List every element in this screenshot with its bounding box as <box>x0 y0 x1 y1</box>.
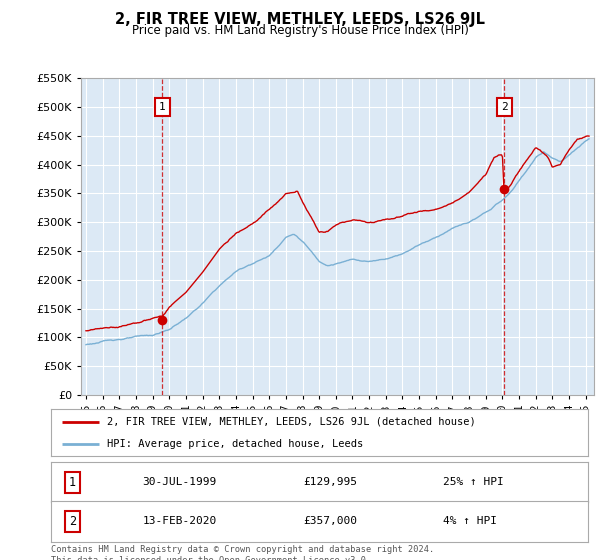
Text: 25% ↑ HPI: 25% ↑ HPI <box>443 477 504 487</box>
Text: Price paid vs. HM Land Registry's House Price Index (HPI): Price paid vs. HM Land Registry's House … <box>131 24 469 37</box>
Text: 1: 1 <box>69 475 76 489</box>
Text: 13-FEB-2020: 13-FEB-2020 <box>142 516 217 526</box>
Text: 2: 2 <box>69 515 76 528</box>
Text: 2: 2 <box>501 102 508 112</box>
Text: 2, FIR TREE VIEW, METHLEY, LEEDS, LS26 9JL: 2, FIR TREE VIEW, METHLEY, LEEDS, LS26 9… <box>115 12 485 27</box>
Text: 2, FIR TREE VIEW, METHLEY, LEEDS, LS26 9JL (detached house): 2, FIR TREE VIEW, METHLEY, LEEDS, LS26 9… <box>107 417 476 427</box>
Text: 1: 1 <box>159 102 166 112</box>
Text: 4% ↑ HPI: 4% ↑ HPI <box>443 516 497 526</box>
Text: £357,000: £357,000 <box>304 516 358 526</box>
Text: 30-JUL-1999: 30-JUL-1999 <box>142 477 217 487</box>
Text: HPI: Average price, detached house, Leeds: HPI: Average price, detached house, Leed… <box>107 438 364 449</box>
Text: Contains HM Land Registry data © Crown copyright and database right 2024.
This d: Contains HM Land Registry data © Crown c… <box>51 545 434 560</box>
Text: £129,995: £129,995 <box>304 477 358 487</box>
